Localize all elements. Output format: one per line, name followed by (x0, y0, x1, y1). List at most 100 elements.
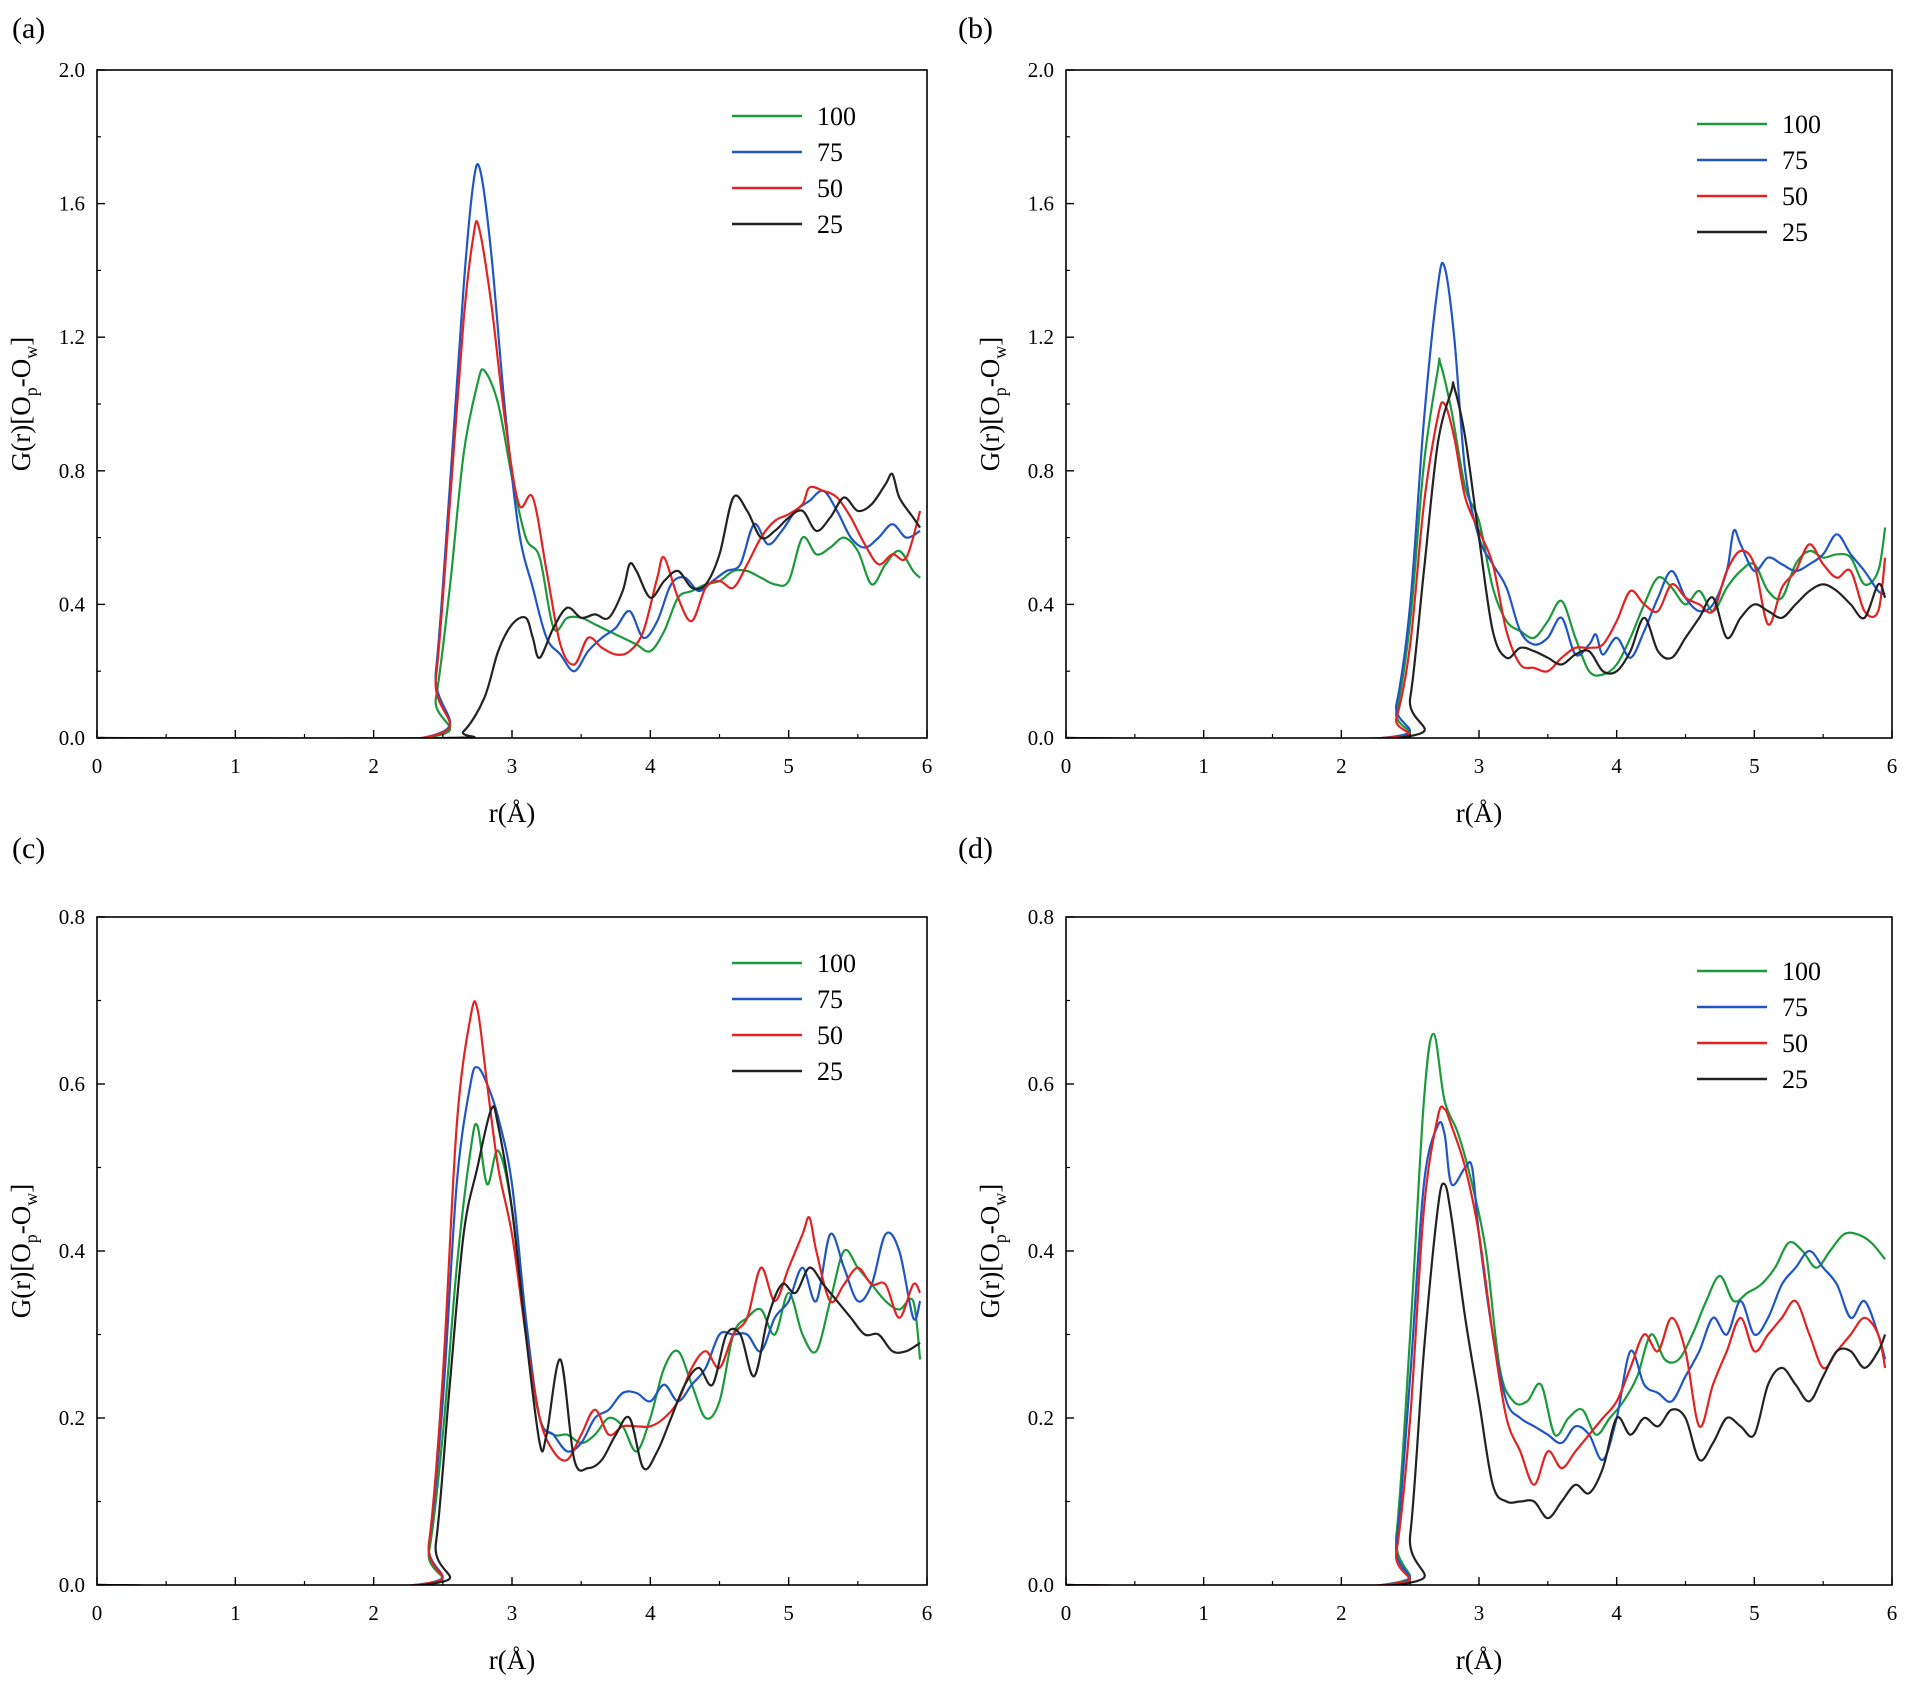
x-tick-label: 6 (1887, 1601, 1898, 1625)
legend-label-25: 25 (817, 210, 843, 239)
x-tick-label: 5 (1749, 754, 1760, 778)
legend-label-100: 100 (817, 102, 856, 131)
panel-label: (d) (958, 832, 993, 865)
x-tick-label: 4 (645, 754, 656, 778)
y-axis-label: G(r)[Op-Ow] (975, 1184, 1010, 1318)
x-tick-label: 3 (507, 1601, 518, 1625)
x-tick-label: 5 (783, 754, 794, 778)
x-tick-label: 2 (1336, 754, 1347, 778)
y-tick-label: 0.2 (59, 1406, 85, 1430)
x-tick-label: 5 (1749, 1601, 1760, 1625)
series-line-75 (1066, 1121, 1887, 1585)
legend-label-100: 100 (1782, 957, 1821, 986)
y-tick-label: 0.8 (59, 459, 85, 483)
legend-label-25: 25 (1782, 218, 1808, 247)
y-tick-label: 2.0 (1028, 58, 1054, 82)
y-tick-label: 0.4 (59, 592, 86, 616)
x-tick-label: 1 (1198, 754, 1209, 778)
legend-label-100: 100 (1782, 110, 1821, 139)
series-line-25 (1066, 381, 1887, 738)
series-line-50 (1066, 1105, 1887, 1585)
x-tick-label: 6 (922, 1601, 933, 1625)
legend-label-75: 75 (1782, 993, 1808, 1022)
x-tick-label: 1 (230, 1601, 241, 1625)
legend-label-50: 50 (817, 174, 843, 203)
panel-b: (b) 0 1 2 3 4 5 6 0.0 0.4 0.8 1.2 1.6 2.0 r(Å) G(r)[Op-… (958, 12, 1897, 828)
x-tick-label: 5 (783, 1601, 794, 1625)
x-tick-label: 0 (1061, 754, 1072, 778)
plot-frame (96, 69, 928, 739)
y-tick-label: 0.6 (59, 1072, 85, 1096)
x-tick-label: 0 (92, 754, 103, 778)
x-tick-label: 6 (1887, 754, 1898, 778)
series-line-100 (1066, 357, 1887, 738)
series-line-100 (97, 368, 921, 738)
y-tick-label: 0.8 (1028, 905, 1054, 929)
series-line-75 (97, 1066, 922, 1585)
series-line-25 (1066, 1182, 1887, 1585)
series-line-50 (97, 1000, 922, 1585)
series-line-50 (1066, 401, 1887, 738)
x-tick-label: 1 (1198, 1601, 1209, 1625)
series-line-25 (97, 1105, 921, 1585)
y-axis-label: G(r)[Op-Ow] (6, 337, 41, 471)
series-line-75 (1066, 261, 1886, 738)
legend-label-25: 25 (1782, 1065, 1808, 1094)
legend-label-75: 75 (817, 138, 843, 167)
x-axis-label: r(Å) (1456, 1645, 1502, 1675)
y-axis-label: G(r)[Op-Ow] (975, 337, 1010, 471)
x-tick-label: 1 (230, 754, 241, 778)
legend-label-100: 100 (817, 949, 856, 978)
x-tick-label: 4 (645, 1601, 656, 1625)
x-tick-label: 6 (922, 754, 933, 778)
x-tick-label: 4 (1611, 1601, 1622, 1625)
y-tick-label: 2.0 (59, 58, 85, 82)
y-tick-label: 0.4 (59, 1239, 86, 1263)
y-tick-label: 0.0 (59, 1573, 85, 1597)
y-tick-label: 0.0 (1028, 726, 1054, 750)
x-axis-label: r(Å) (1456, 798, 1502, 828)
x-axis-label: r(Å) (489, 798, 535, 828)
legend-label-25: 25 (817, 1057, 843, 1086)
legend-label-50: 50 (1782, 1029, 1808, 1058)
x-tick-label: 2 (368, 1601, 379, 1625)
plot-frame (96, 916, 928, 1586)
y-tick-label: 0.0 (1028, 1573, 1054, 1597)
legend-label-50: 50 (1782, 182, 1808, 211)
panel-label: (a) (12, 12, 45, 45)
legend-label-75: 75 (817, 985, 843, 1014)
y-tick-label: 0.4 (1028, 592, 1055, 616)
x-tick-label: 2 (1336, 1601, 1347, 1625)
x-tick-label: 4 (1611, 754, 1622, 778)
panel-label: (b) (958, 12, 993, 45)
y-tick-label: 1.2 (59, 325, 85, 349)
plot-frame (1065, 916, 1893, 1586)
y-tick-label: 0.8 (59, 905, 85, 929)
x-axis-label: r(Å) (489, 1645, 535, 1675)
panel-a: (a) 0 1 2 3 4 5 6 0.0 0.4 0.8 1.2 1.6 2.0 r(Å) G(r)[Op-… (6, 12, 932, 828)
y-tick-label: 0.2 (1028, 1406, 1054, 1430)
y-axis-label: G(r)[Op-Ow] (6, 1184, 41, 1318)
panel-c: (c) 0 1 2 3 4 5 6 0.0 0.2 0.4 0.6 0.8 r(Å) G(r)[Op-Ow]… (6, 832, 932, 1675)
x-tick-label: 2 (368, 754, 379, 778)
series-line-100 (97, 1122, 922, 1585)
y-tick-label: 0.4 (1028, 1239, 1055, 1263)
legend-label-50: 50 (817, 1021, 843, 1050)
series-line-100 (1066, 1032, 1886, 1585)
x-tick-label: 0 (1061, 1601, 1072, 1625)
panel-label: (c) (12, 832, 45, 865)
y-tick-label: 1.2 (1028, 325, 1054, 349)
x-tick-label: 3 (1474, 1601, 1485, 1625)
panel-d: (d) 0 1 2 3 4 5 6 0.0 0.2 0.4 0.6 0.8 r(Å) G(r)[Op-Ow]… (958, 832, 1897, 1675)
y-tick-label: 1.6 (1028, 192, 1054, 216)
y-tick-label: 0.0 (59, 726, 85, 750)
legend-label-75: 75 (1782, 146, 1808, 175)
x-tick-label: 3 (1474, 754, 1485, 778)
y-tick-label: 0.8 (1028, 459, 1054, 483)
y-tick-label: 1.6 (59, 192, 85, 216)
y-tick-label: 0.6 (1028, 1072, 1054, 1096)
series-line-25 (97, 472, 921, 738)
x-tick-label: 3 (507, 754, 518, 778)
series-line-50 (97, 220, 922, 738)
